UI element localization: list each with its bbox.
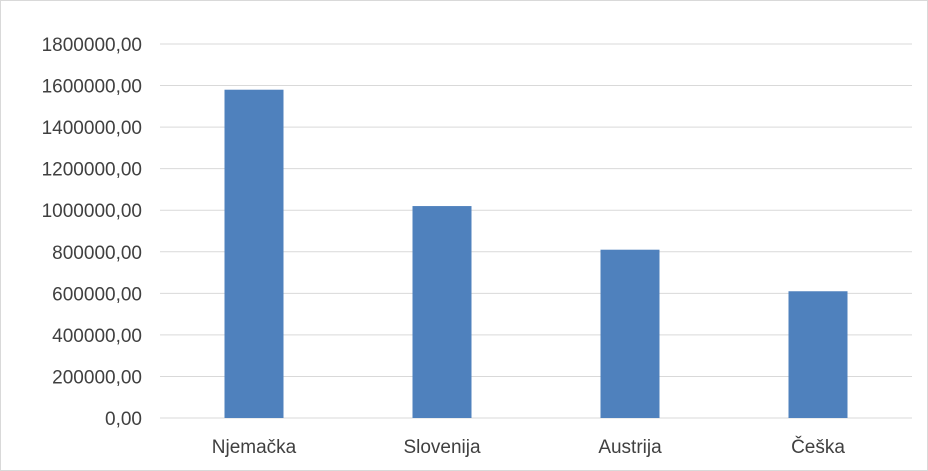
y-tick-label: 1200000,00	[42, 160, 142, 181]
y-tick-label: 800000,00	[52, 243, 142, 264]
bar-1	[224, 89, 284, 418]
bar-2	[412, 206, 472, 418]
y-tick-label: 1600000,00	[42, 77, 142, 98]
bars	[224, 89, 848, 418]
x-tick-label: Austrija	[598, 437, 662, 458]
bar-3	[600, 249, 660, 418]
y-tick-label: 1800000,00	[42, 35, 142, 56]
bar-4	[788, 291, 848, 418]
y-tick-label: 200000,00	[52, 367, 142, 388]
x-tick-label: Češka	[791, 436, 845, 458]
x-tick-label: Slovenija	[403, 437, 481, 458]
y-tick-label: 400000,00	[52, 326, 142, 347]
y-axis-tick-labels: 0,00 200000,00 400000,00 600000,00 800000,00…	[42, 35, 142, 430]
y-tick-label: 1400000,00	[42, 118, 142, 139]
x-tick-label: Njemačka	[212, 437, 297, 458]
y-tick-label: 0,00	[105, 409, 142, 430]
gridlines	[160, 43, 912, 419]
x-axis-tick-labels: Njemačka Slovenija Austrija Češka	[212, 436, 846, 458]
y-tick-label: 600000,00	[52, 284, 142, 305]
y-tick-label: 1000000,00	[42, 201, 142, 222]
